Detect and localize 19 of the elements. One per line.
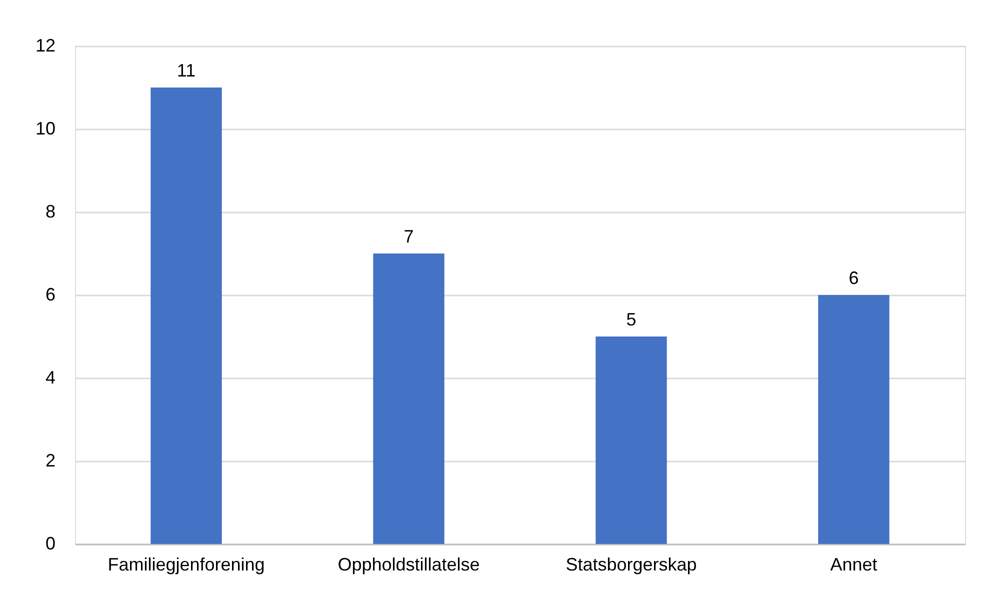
y-tick-label: 4: [45, 368, 56, 388]
x-tick-label: Annet: [830, 554, 878, 574]
x-tick-label: Oppholdstillatelse: [338, 554, 480, 574]
x-tick-label: Statsborgerskap: [566, 554, 697, 574]
bar: [150, 88, 222, 544]
x-tick-label: Familiegjenforening: [108, 554, 265, 574]
bar: [373, 254, 444, 544]
y-tick-label: 8: [45, 202, 56, 222]
data-label: 6: [848, 268, 859, 288]
y-tick-label: 12: [35, 36, 56, 56]
y-tick-label: 10: [35, 118, 56, 138]
y-tick-label: 2: [45, 450, 56, 470]
data-label: 11: [176, 60, 196, 80]
data-label: 7: [404, 226, 414, 246]
bar: [596, 336, 667, 544]
y-tick-label: 0: [45, 534, 56, 554]
bar: [818, 295, 890, 544]
y-tick-label: 6: [45, 284, 56, 304]
data-label: 5: [626, 310, 636, 330]
